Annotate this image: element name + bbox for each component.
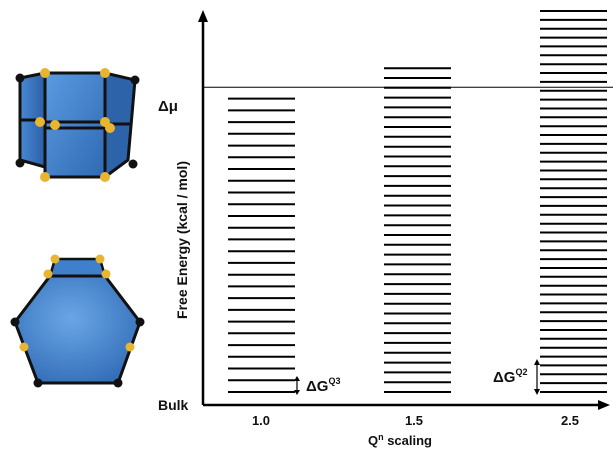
delta-g-q3-annotation: ΔGQ3 bbox=[294, 376, 340, 395]
y-axis-arrow bbox=[198, 10, 208, 22]
delta-mu-label: Δμ bbox=[158, 98, 178, 115]
delta-g-q2-annotation: ΔGQ2 bbox=[493, 359, 540, 395]
svg-text:ΔGQ2: ΔGQ2 bbox=[493, 367, 527, 386]
tick-label-1-5: 1.5 bbox=[405, 413, 423, 428]
x-axis-arrow bbox=[598, 400, 610, 410]
bulk-label: Bulk bbox=[158, 397, 189, 413]
crystal-prism-icon bbox=[15, 68, 140, 182]
energy-levels bbox=[228, 10, 607, 393]
y-axis-title: Free Energy (kcal / mol) bbox=[174, 161, 190, 319]
tick-label-1-0: 1.0 bbox=[252, 413, 270, 428]
x-axis-title: Qn scaling bbox=[368, 432, 432, 448]
tick-label-2-5: 2.5 bbox=[561, 413, 579, 428]
axes bbox=[198, 10, 610, 410]
crystal-hexagon-icon bbox=[10, 254, 145, 388]
svg-text:ΔGQ3: ΔGQ3 bbox=[306, 376, 340, 395]
